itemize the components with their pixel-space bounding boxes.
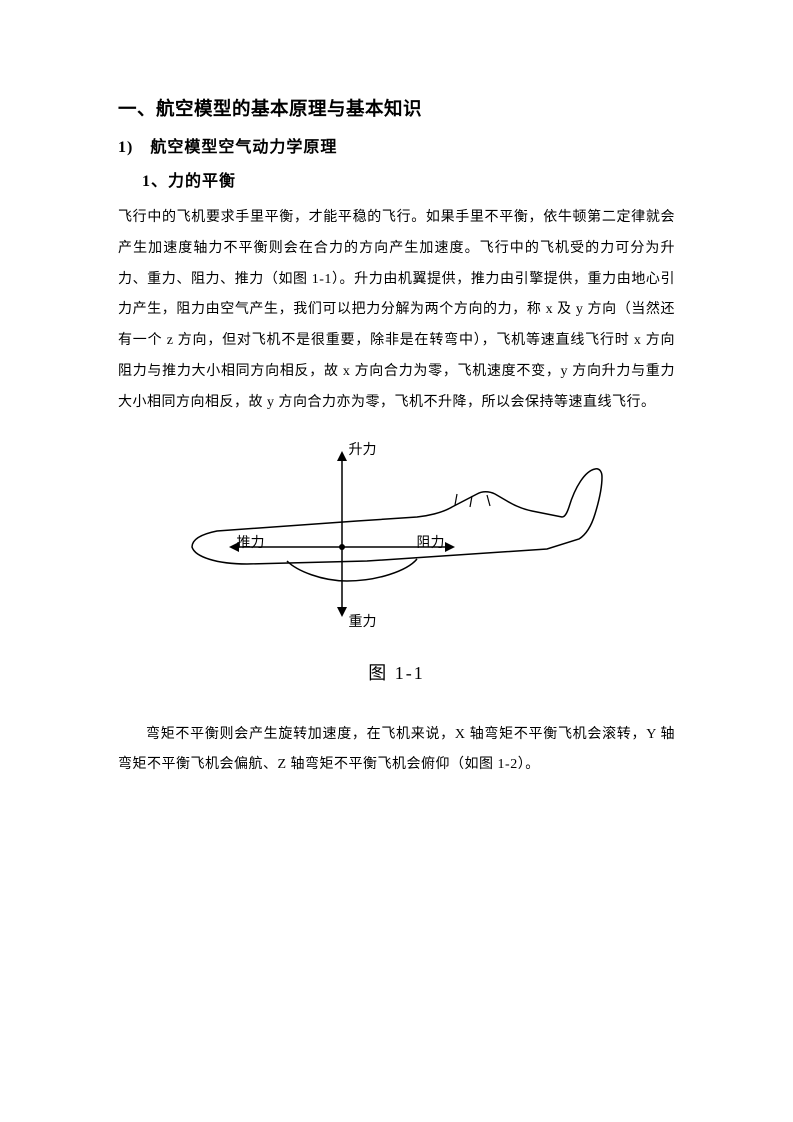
lift-arrowhead xyxy=(337,451,347,461)
section-heading: 一、航空模型的基本原理与基本知识 xyxy=(118,95,675,121)
drag-label: 阻力 xyxy=(417,532,445,552)
gravity-arrowhead xyxy=(337,607,347,617)
topic-heading: 1、力的平衡 xyxy=(118,167,675,191)
airplane-force-diagram: 升力 推力 阻力 重力 xyxy=(167,439,627,639)
force-diagram-container: 升力 推力 阻力 重力 xyxy=(118,439,675,639)
canopy-line-3 xyxy=(487,495,490,506)
canopy-line-1 xyxy=(455,494,457,505)
drag-arrowhead xyxy=(445,542,455,552)
figure-caption: 图 1-1 xyxy=(118,659,675,685)
paragraph-2: 弯矩不平衡则会产生旋转加速度，在飞机来说，X 轴弯矩不平衡飞机会滚转，Y 轴弯矩… xyxy=(118,720,675,782)
lift-label: 升力 xyxy=(349,439,377,459)
thrust-label: 推力 xyxy=(237,532,265,552)
center-point xyxy=(339,544,345,550)
subsection-heading: 1) 航空模型空气动力学原理 xyxy=(118,133,675,157)
paragraph-1: 飞行中的飞机要求手里平衡，才能平稳的飞行。如果手里不平衡，依牛顿第二定律就会产生… xyxy=(118,203,675,419)
airplane-svg xyxy=(167,439,627,639)
gravity-label: 重力 xyxy=(349,611,377,631)
